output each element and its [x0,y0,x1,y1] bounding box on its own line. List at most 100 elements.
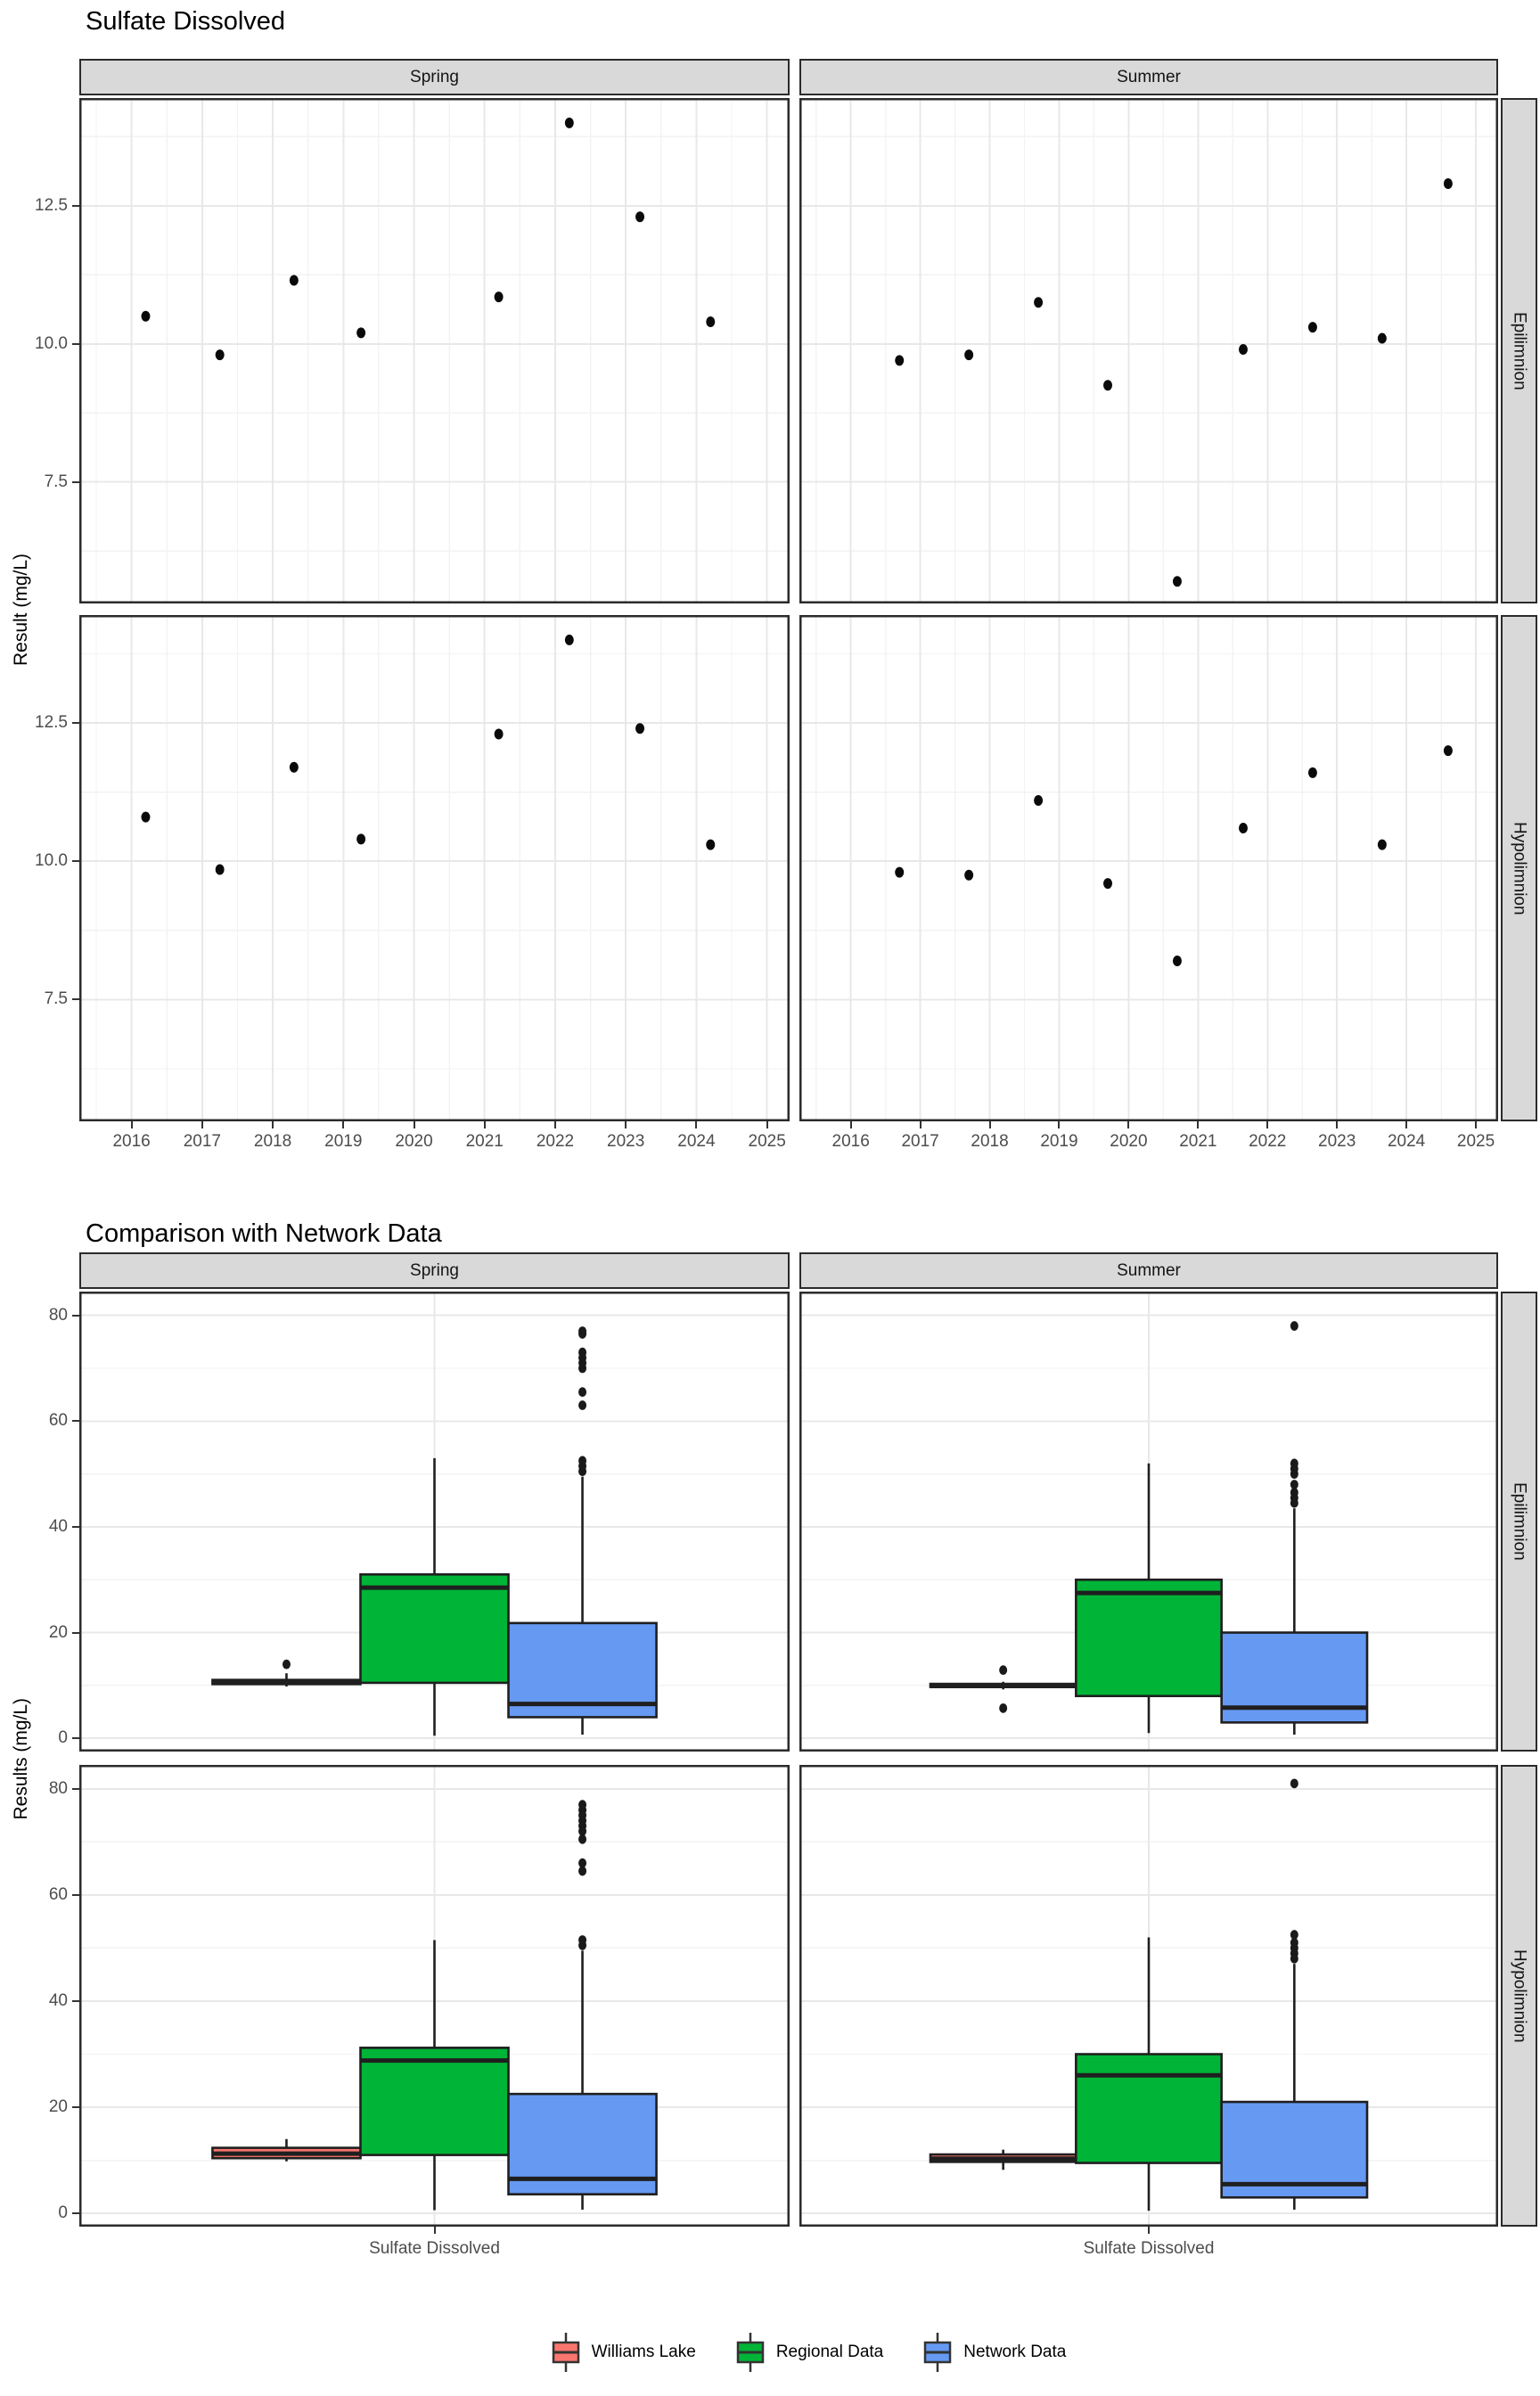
y-tick-label: 0 [58,2203,68,2223]
y-tick-mark [72,1631,79,1634]
y-tick-label: 12.5 [35,195,68,215]
x-tick-label: 2017 [183,1132,221,1151]
legend-label: Network Data [963,2343,1067,2361]
x-tick-label: 2025 [1456,1132,1495,1151]
y-tick-label: 40 [48,1516,68,1536]
boxplot-key-icon [552,2333,579,2372]
facet-strip-label: Epilimnion [1510,311,1529,390]
y-tick-label: 80 [48,1778,68,1798]
scatter-chart-title: Sulfate Dissolved [86,7,286,36]
x-tick-label: 2019 [324,1132,363,1151]
x-tick-label: 2022 [536,1132,575,1151]
y-tick-mark [72,1525,79,1528]
y-tick-label: 7.5 [44,989,68,1009]
facet-strip-label: Hypolimnion [1510,821,1529,915]
facet-strip-hypolimnion: Hypolimnion [1501,1765,1537,2227]
legend-item-network-data: Network Data [922,2332,1066,2373]
x-tick-label: 2019 [1040,1132,1078,1151]
facet-strip-epilimnion: Epilimnion [1501,98,1537,603]
x-tick-label: 2016 [831,1132,870,1151]
y-tick-label: 80 [48,1305,68,1325]
x-tick-label: Sulfate Dissolved [1083,2239,1215,2258]
x-tick-mark [272,1121,274,1128]
box-panel-summer-hypolimnion [799,1765,1498,2227]
x-tick-mark [1197,1121,1200,1128]
y-tick-label: 0 [58,1728,68,1748]
x-tick-label: 2018 [971,1132,1009,1151]
y-tick-label: 10.0 [35,333,68,353]
x-tick-mark [625,1121,627,1128]
y-tick-mark [72,1420,79,1423]
y-tick-mark [72,204,79,207]
box-panel-summer-epilimnion [799,1292,1498,1752]
x-tick-mark [1058,1121,1061,1128]
facet-strip-label: Hypolimnion [1510,1949,1529,2043]
y-tick-mark [72,722,79,725]
x-tick-label: 2023 [1318,1132,1356,1151]
x-tick-label: 2021 [465,1132,504,1151]
x-tick-label: 2023 [607,1132,645,1151]
y-tick-label: 20 [48,1622,68,1642]
x-tick-label: 2025 [748,1132,786,1151]
y-tick-mark [72,480,79,483]
box-chart-title: Comparison with Network Data [86,1219,442,1248]
x-tick-mark [1148,2227,1150,2234]
x-tick-mark [849,1121,852,1128]
y-tick-label: 12.5 [35,713,68,733]
x-tick-mark [553,1121,556,1128]
x-tick-label: 2024 [677,1132,716,1151]
boxplot-key-icon [924,2333,952,2372]
y-axis-title: Result (mg/L) [11,553,31,667]
x-tick-label: 2024 [1387,1132,1426,1151]
facet-strip-label: Summer [1117,1260,1181,1280]
x-tick-mark [433,2227,436,2234]
y-tick-mark [72,1737,79,1740]
y-tick-label: 60 [48,1884,68,1904]
boxplot-key-icon [736,2333,765,2372]
y-tick-label: 7.5 [44,472,68,491]
y-tick-mark [72,1787,79,1790]
legend-label: Regional Data [775,2343,884,2361]
facet-strip-spring: Spring [79,1252,790,1289]
x-tick-label: 2020 [1110,1132,1148,1151]
facet-strip-label: Summer [1117,67,1181,86]
x-tick-label: 2018 [253,1132,292,1151]
x-tick-mark [1336,1121,1339,1128]
y-axis-title: Results (mg/L) [11,1698,31,1820]
legend-label: Williams Lake [591,2343,696,2361]
x-tick-label: Sulfate Dissolved [369,2239,500,2258]
facet-strip-label: Spring [410,1260,459,1280]
x-tick-mark [342,1121,345,1128]
y-tick-mark [72,1893,79,1896]
x-tick-label: 2022 [1249,1132,1287,1151]
scatter-panel-spring-epilimnion [79,98,790,603]
facet-strip-summer: Summer [799,59,1498,95]
facet-strip-epilimnion: Epilimnion [1501,1292,1537,1752]
scatter-panel-summer-hypolimnion [799,615,1498,1121]
scatter-panel-summer-epilimnion [799,98,1498,603]
x-tick-mark [413,1121,415,1128]
y-tick-label: 60 [48,1411,68,1431]
y-tick-label: 40 [48,1990,68,2010]
x-tick-mark [1266,1121,1269,1128]
scatter-panel-spring-hypolimnion [79,615,790,1121]
x-tick-mark [1127,1121,1130,1128]
x-tick-mark [766,1121,768,1128]
x-tick-label: 2021 [1179,1132,1217,1151]
y-tick-label: 10.0 [35,851,68,871]
y-tick-mark [72,1314,79,1317]
facet-strip-label: Spring [410,67,459,86]
facet-strip-summer: Summer [799,1252,1498,1289]
x-tick-mark [1405,1121,1408,1128]
x-tick-mark [988,1121,991,1128]
x-tick-mark [695,1121,698,1128]
legend: Williams Lake Regional Data Network Data [79,2328,1537,2376]
x-tick-label: 2016 [112,1132,151,1151]
x-tick-mark [483,1121,486,1128]
x-tick-label: 2020 [395,1132,433,1151]
x-tick-mark [1475,1121,1478,1128]
x-tick-mark [919,1121,922,1128]
legend-item-williams-lake: Williams Lake [551,2332,696,2373]
facet-strip-hypolimnion: Hypolimnion [1501,615,1537,1121]
